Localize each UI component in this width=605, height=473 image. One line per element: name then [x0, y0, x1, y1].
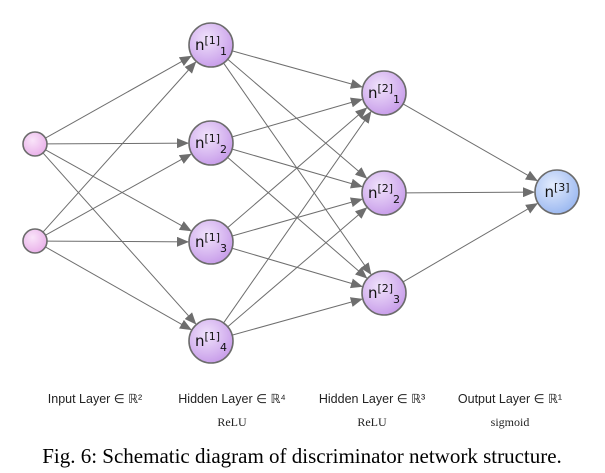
node-label-subscript: 3: [220, 242, 227, 255]
edge-input-1-to-hidden1-1: [45, 55, 192, 139]
node-circle: [188, 318, 234, 364]
node-input-1: [22, 131, 48, 157]
edge-input-1-to-hidden1-2: [46, 138, 190, 149]
edge-hidden2-1-to-output-1: [402, 103, 538, 182]
node-label-subscript: 4: [220, 341, 227, 354]
edge-hidden2-2-to-output-1: [405, 187, 536, 198]
node-label: n[1]3: [195, 231, 227, 255]
node-label-subscript: 3: [393, 293, 400, 306]
node-circle: [188, 22, 234, 68]
edge-hidden1-1-to-hidden2-1: [232, 50, 363, 89]
node-label-superscript: [2]: [377, 282, 393, 295]
node-label-superscript: [2]: [377, 82, 393, 95]
edge-input-2-to-hidden1-2: [45, 153, 192, 236]
node-label-base: n: [195, 134, 205, 152]
node-label: n[3]: [544, 181, 569, 201]
node-label: n[1]4: [195, 330, 227, 354]
node-label-base: n: [195, 233, 205, 251]
node-circle: [188, 120, 234, 166]
edge-input-2-to-hidden1-3: [46, 236, 190, 247]
edge-hidden1-4-to-hidden2-2: [227, 207, 368, 328]
node-input-2: [22, 228, 48, 254]
node-hidden1-1: n[1]1: [188, 22, 234, 68]
node-label-base: n: [368, 284, 378, 302]
node-label-superscript: [1]: [204, 34, 220, 47]
node-hidden1-4: n[1]4: [188, 318, 234, 364]
edge-hidden2-3-to-output-1: [402, 203, 539, 283]
node-label-superscript: [1]: [204, 132, 220, 145]
node-circle: [361, 70, 407, 116]
node-label: n[2]1: [368, 82, 400, 106]
node-label-base: n: [544, 183, 554, 201]
node-label-base: n: [195, 36, 205, 54]
edge-hidden1-1-to-hidden2-2: [227, 58, 368, 179]
node-hidden2-2: n[2]2: [361, 170, 407, 216]
node-label-superscript: [3]: [554, 181, 570, 194]
node-hidden1-3: n[1]3: [188, 219, 234, 265]
node-circle: [361, 270, 407, 316]
edge-input-1-to-hidden1-4: [42, 152, 197, 325]
node-circle: [361, 170, 407, 216]
node-circle: [188, 219, 234, 265]
edge-hidden1-1-to-hidden2-3: [223, 62, 372, 275]
edge-hidden1-2-to-hidden2-1: [231, 97, 363, 138]
node-label-superscript: [1]: [204, 231, 220, 244]
input-layer-label: Input Layer ∈ ℝ²: [48, 392, 142, 406]
node-hidden1-2: n[1]2: [188, 120, 234, 166]
node-label-subscript: 2: [220, 143, 227, 156]
node-hidden2-3: n[2]3: [361, 270, 407, 316]
edge-hidden1-3-to-hidden2-1: [227, 107, 368, 229]
node-output-1: n[3]: [534, 169, 580, 215]
node-label: n[2]3: [368, 282, 400, 306]
node-label-base: n: [195, 332, 205, 350]
node-circle: [534, 169, 580, 215]
node-label-superscript: [1]: [204, 330, 220, 343]
figure-caption: Fig. 6: Schematic diagram of discriminat…: [42, 444, 562, 468]
node-label-subscript: 1: [393, 93, 400, 106]
node-label: n[2]2: [368, 182, 400, 206]
edge-input-2-to-hidden1-4: [45, 246, 192, 331]
output-layer-label: Output Layer ∈ ℝ¹: [458, 392, 562, 406]
edge-hidden1-4-to-hidden2-3: [232, 297, 363, 336]
hidden-layer-1-activation: ReLU: [217, 415, 247, 429]
output-layer-activation: sigmoid: [491, 415, 530, 429]
node-circle: [22, 228, 48, 254]
edge-hidden1-4-to-hidden2-1: [223, 111, 372, 324]
node-label: n[1]1: [195, 34, 227, 58]
node-label-subscript: 1: [220, 45, 227, 58]
node-label-base: n: [368, 84, 378, 102]
edge-input-2-to-hidden1-1: [42, 61, 197, 233]
node-label-superscript: [2]: [377, 182, 393, 195]
hidden-layer-1-label: Hidden Layer ∈ ℝ⁴: [178, 392, 285, 406]
node-label-base: n: [368, 184, 378, 202]
layer-labels: Input Layer ∈ ℝ² Hidden Layer ∈ ℝ⁴ Hidde…: [48, 392, 562, 429]
neuron-nodes: n[1]1n[1]2n[1]3n[1]4n[2]1n[2]2n[2]3n[3]: [22, 22, 580, 364]
edge-input-1-to-hidden1-3: [45, 149, 192, 232]
hidden-layer-2-label: Hidden Layer ∈ ℝ³: [319, 392, 425, 406]
node-label: n[1]2: [195, 132, 227, 156]
connection-edges: [42, 50, 539, 336]
node-hidden2-1: n[2]1: [361, 70, 407, 116]
hidden-layer-2-activation: ReLU: [357, 415, 387, 429]
node-circle: [22, 131, 48, 157]
node-label-subscript: 2: [393, 193, 400, 206]
